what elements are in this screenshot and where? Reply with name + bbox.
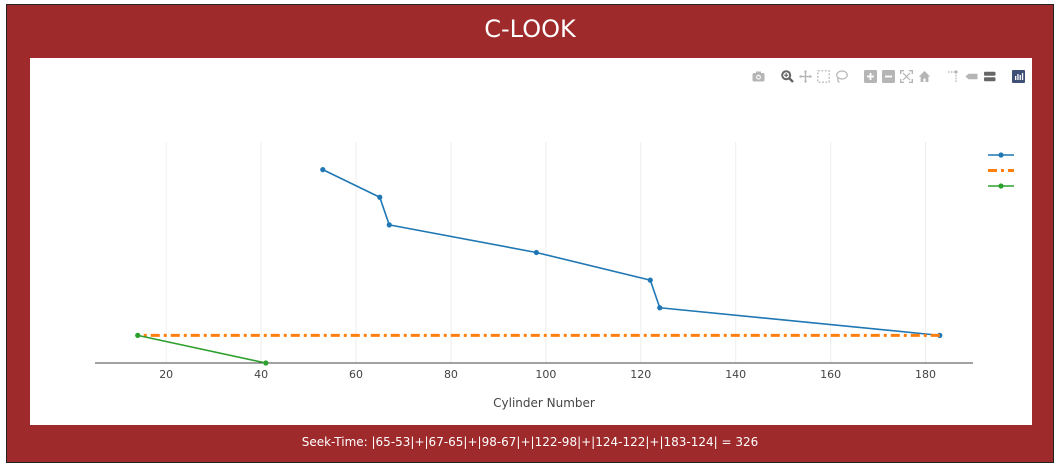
hover-closest-icon[interactable] bbox=[965, 70, 978, 83]
autoscale-icon[interactable] bbox=[900, 69, 913, 83]
series-line-3 bbox=[137, 334, 267, 364]
hover-compare-icon[interactable] bbox=[983, 70, 996, 83]
x-tick-label: 80 bbox=[444, 368, 458, 381]
chart-title: C-LOOK bbox=[484, 15, 576, 43]
zoom-icon[interactable] bbox=[781, 69, 794, 83]
camera-icon[interactable] bbox=[752, 70, 765, 83]
x-axis-title: Cylinder Number bbox=[493, 396, 595, 410]
box-select-icon[interactable] bbox=[817, 69, 830, 83]
series-3-point bbox=[263, 360, 269, 366]
legend-marker-3 bbox=[998, 183, 1004, 189]
x-tick-label: 100 bbox=[535, 368, 556, 381]
x-tick-label: 160 bbox=[820, 368, 841, 381]
x-tick-label: 140 bbox=[725, 368, 746, 381]
x-tick-label: 180 bbox=[915, 368, 936, 381]
series-1-point bbox=[657, 305, 663, 311]
pan-icon[interactable] bbox=[799, 69, 812, 83]
chart-frame: C-LOOK 20 40 60 80 100 120 140 160 180 Cylinder N… bbox=[6, 4, 1054, 463]
seek-time-text: Seek-Time: |65-53|+|67-65|+|98-67|+|122-… bbox=[301, 435, 759, 449]
series-3-point bbox=[135, 332, 141, 338]
modebar bbox=[752, 68, 1025, 84]
series-1-point bbox=[647, 277, 653, 283]
lasso-icon[interactable] bbox=[835, 69, 848, 83]
series-1-point bbox=[533, 249, 539, 256]
plot-area[interactable]: 20 40 60 80 100 120 140 160 180 Cylinder Number bbox=[30, 58, 1032, 425]
legend-marker-1 bbox=[998, 152, 1004, 158]
series-1-point bbox=[377, 194, 383, 200]
x-tick-label: 40 bbox=[254, 368, 268, 381]
x-tick-label: 120 bbox=[630, 368, 651, 381]
spike-lines-icon[interactable] bbox=[947, 69, 960, 83]
plotly-logo-icon[interactable] bbox=[1012, 69, 1025, 83]
x-tick-label: 60 bbox=[349, 368, 363, 381]
series-1-point bbox=[386, 222, 392, 228]
zoom-in-icon[interactable] bbox=[864, 69, 877, 83]
line-chart: 20 40 60 80 100 120 140 160 180 Cylinder Number bbox=[95, 142, 1014, 410]
x-tick-label: 20 bbox=[159, 368, 173, 381]
zoom-out-icon[interactable] bbox=[882, 69, 895, 83]
reset-axes-icon[interactable] bbox=[918, 70, 931, 83]
series-line-1 bbox=[322, 168, 940, 337]
series-1-point bbox=[320, 167, 326, 173]
